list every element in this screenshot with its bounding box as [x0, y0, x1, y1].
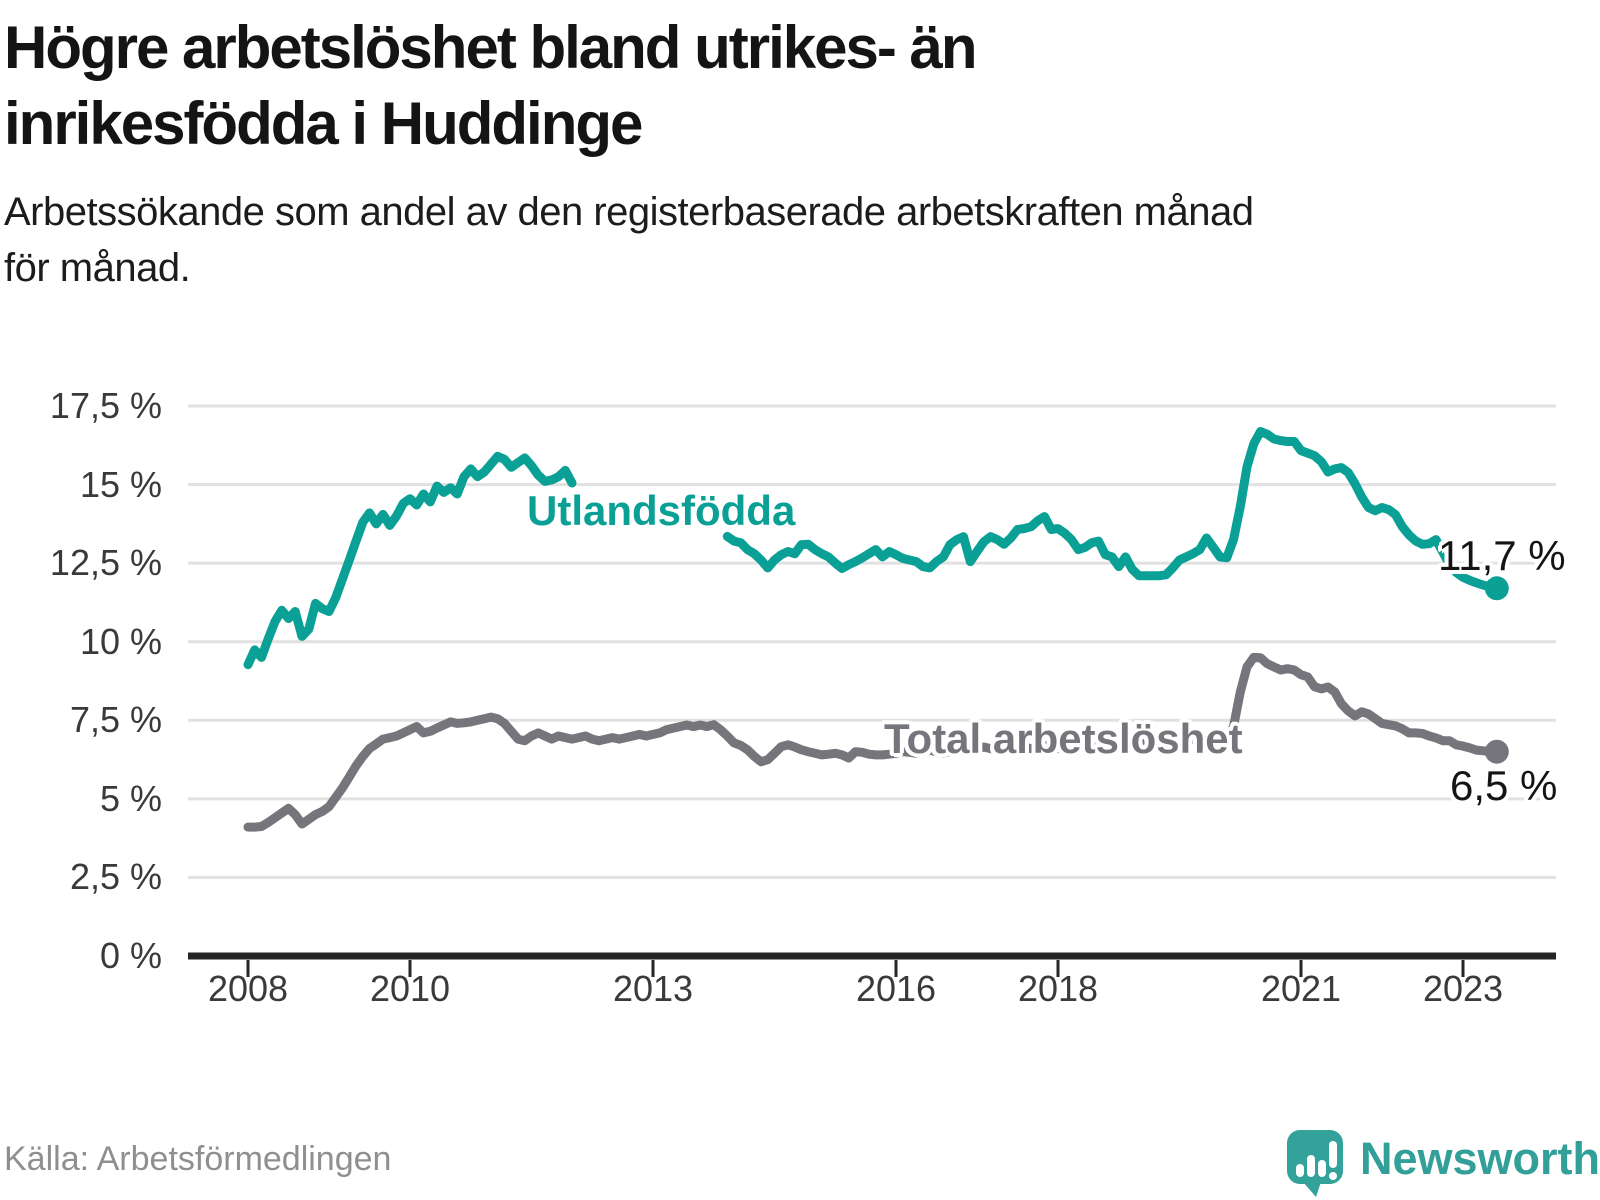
series-line-1	[243, 652, 1502, 832]
title-line-2: inrikesfödda i Huddinge	[4, 90, 643, 157]
series-end-dot-0	[1484, 576, 1509, 601]
x-axis-tick-label: 2013	[612, 968, 694, 1009]
x-axis-tick-label: 2016	[855, 968, 937, 1009]
page-title: Högre arbetslöshet bland utrikes- än inr…	[4, 10, 1504, 162]
y-axis-tick-label: 17,5 %	[49, 385, 162, 426]
subtitle-line-2: för månad.	[4, 246, 191, 290]
subtitle-line-1: Arbetssökande som andel av den registerb…	[4, 190, 1254, 234]
x-axis-tick-label: 2008	[207, 968, 289, 1009]
y-axis-tick-label: 10 %	[79, 620, 162, 662]
brand-logo: Newsworthy	[1286, 1128, 1600, 1198]
y-axis-tick-label: 7,5 %	[69, 699, 162, 741]
series-end-dot-1	[1484, 739, 1509, 764]
x-axis-tick-label: 2010	[369, 968, 451, 1009]
series-line-0	[722, 427, 1502, 593]
source-note: Källa: Arbetsförmedlingen	[4, 1140, 392, 1178]
x-axis-tick-label: 2018	[1017, 968, 1099, 1009]
x-axis-tick-label: 2023	[1422, 968, 1504, 1009]
y-axis-tick-label: 0 %	[99, 935, 162, 976]
end-value-label-utlandsfodda: 11,7 %	[1438, 532, 1566, 579]
brand-name: Newsworthy	[1360, 1133, 1600, 1184]
series-line-0	[243, 451, 577, 670]
y-axis-tick-label: 12,5 %	[49, 542, 162, 584]
y-axis-tick-label: 2,5 %	[69, 856, 162, 898]
end-value-label-total: 6,5 %	[1450, 762, 1558, 809]
y-axis-tick-label: 15 %	[79, 463, 162, 505]
title-line-1: Högre arbetslöshet bland utrikes- än	[4, 14, 978, 81]
newsworthy-logo-icon	[1287, 1130, 1343, 1197]
chart-subtitle: Arbetssökande som andel av den registerb…	[4, 184, 1564, 296]
y-axis-tick-label: 5 %	[99, 777, 162, 819]
series-label-utlandsfodda: Utlandsfödda	[527, 487, 796, 534]
x-axis-tick-label: 2021	[1260, 968, 1342, 1009]
series-label-total: Total arbetslöshet	[884, 715, 1243, 762]
